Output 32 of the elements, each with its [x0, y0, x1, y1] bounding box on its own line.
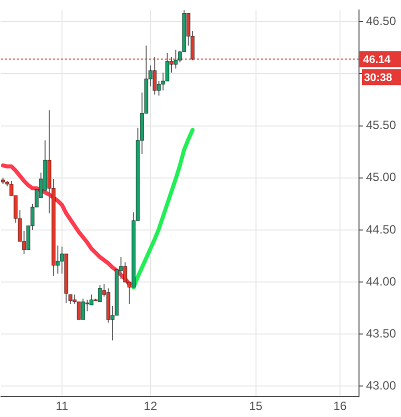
candlestick [68, 294, 72, 304]
candlestick [186, 12, 190, 46]
candlestick [156, 80, 161, 96]
y-tick-label: 45.50 [366, 118, 396, 132]
text: 30:38 [364, 72, 392, 84]
candlestick [9, 180, 14, 196]
candlestick [89, 294, 94, 306]
y-tick-label: 46.50 [366, 14, 396, 28]
ref-line-label: 46.14 [362, 54, 392, 66]
x-tick-label: 16 [333, 399, 348, 414]
x-tick-label: 15 [249, 399, 263, 414]
candlestick [161, 72, 166, 91]
y-tick-label: 44.00 [366, 274, 396, 288]
y-tick-label: 44.50 [366, 222, 396, 236]
candlestick [165, 52, 170, 82]
candlestick [14, 195, 18, 224]
y-tick-label: 45.00 [366, 170, 396, 184]
candlestick [174, 49, 178, 70]
candlestick [127, 282, 132, 304]
y-tick-label: 43.50 [366, 326, 396, 340]
candlestick [85, 299, 90, 312]
x-tick-label: 11 [56, 399, 69, 414]
candlestick [56, 245, 60, 274]
candlestick [123, 262, 128, 283]
candlestick [178, 50, 182, 63]
candlestick [22, 230, 26, 254]
candlestick [98, 284, 102, 302]
y-tick-label: 43.00 [366, 378, 396, 392]
candlestick [72, 294, 77, 304]
x-tick-label: 12 [144, 399, 158, 414]
candlestick [18, 210, 22, 242]
candlestick [148, 64, 152, 87]
